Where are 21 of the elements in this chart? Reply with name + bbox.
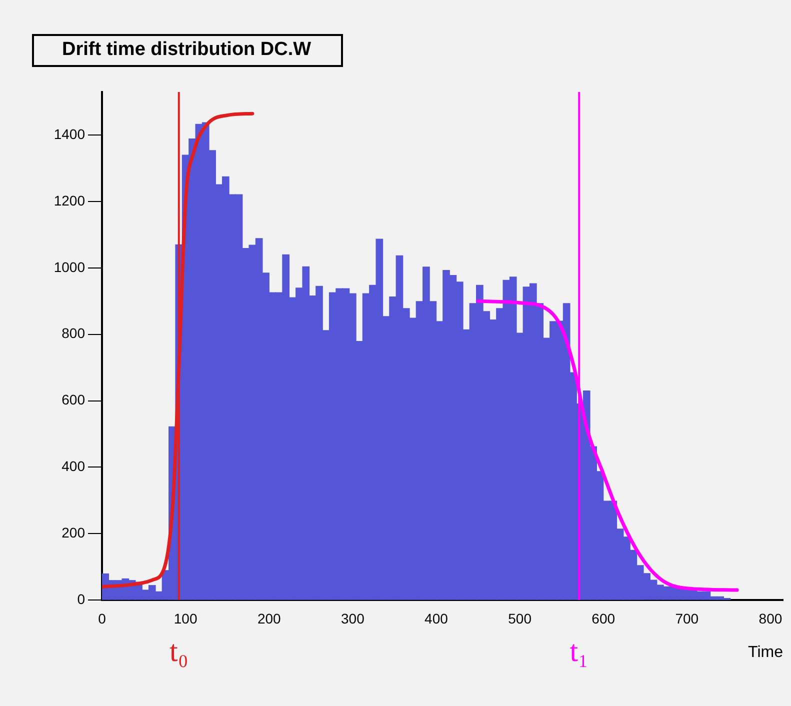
x-tick-label: 400	[424, 610, 448, 626]
chart-title: Drift time distribution DC.W	[32, 34, 344, 67]
x-tick-label: 700	[675, 610, 699, 626]
y-tick-label: 1000	[54, 258, 86, 275]
y-tick-label: 800	[62, 325, 86, 342]
y-tick-label: 0	[77, 590, 86, 607]
x-tick-label: 300	[340, 610, 365, 626]
y-tick-label: 600	[62, 392, 86, 408]
x-tick-label: 100	[174, 610, 198, 626]
ref-line-label: t₁	[570, 634, 589, 668]
x-tick-label: 200	[257, 610, 282, 626]
y-tick-label: 400	[62, 458, 86, 474]
y-tick-label: 1400	[54, 126, 86, 142]
x-axis-title: Time	[748, 644, 784, 661]
x-tick-label: 0	[98, 610, 106, 626]
ref-line-label: t₀	[169, 634, 188, 668]
x-tick-label: 600	[592, 610, 616, 626]
y-tick-label: 1200	[54, 192, 86, 208]
x-tick-label: 500	[508, 610, 532, 626]
x-tick-label: 800	[758, 610, 782, 626]
y-tick-label: 200	[62, 524, 86, 540]
